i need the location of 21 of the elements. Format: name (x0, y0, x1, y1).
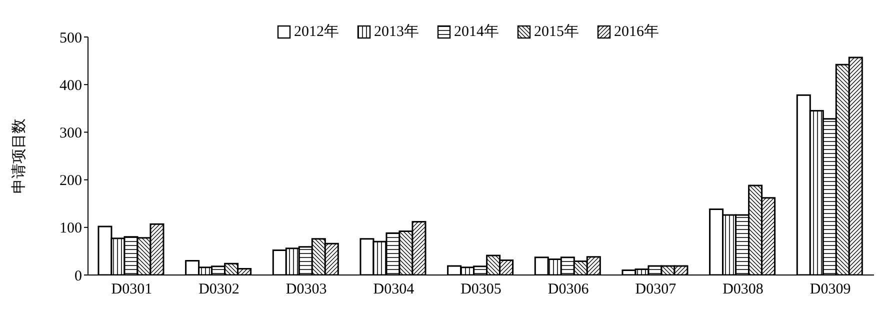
legend-label: 2012年 (294, 23, 339, 41)
y-tick-label: 300 (60, 126, 82, 142)
x-tick-label: D0304 (373, 282, 415, 298)
y-axis-title: 申请项目数 (10, 118, 28, 194)
y-tick-label: 0 (74, 268, 82, 284)
y-tick-label: 100 (60, 220, 82, 237)
y-tick-label: 400 (60, 78, 82, 94)
legend-label: 2014年 (454, 23, 499, 41)
x-tick-label: D0306 (548, 282, 590, 298)
x-tick-label: D0301 (111, 282, 152, 298)
x-tick-label: D0308 (722, 282, 764, 298)
x-tick-label: D0303 (286, 282, 327, 298)
y-tick-label: 500 (60, 30, 82, 46)
legend-label: 2015年 (534, 23, 579, 41)
x-tick-label: D0302 (198, 282, 240, 298)
y-tick-label: 200 (60, 173, 82, 190)
x-tick-label: D0305 (460, 282, 502, 298)
legend-label: 2016年 (614, 23, 659, 41)
x-tick-label: D0309 (810, 282, 851, 298)
x-tick-label: D0307 (635, 282, 677, 298)
legend-label: 2013年 (374, 23, 419, 41)
